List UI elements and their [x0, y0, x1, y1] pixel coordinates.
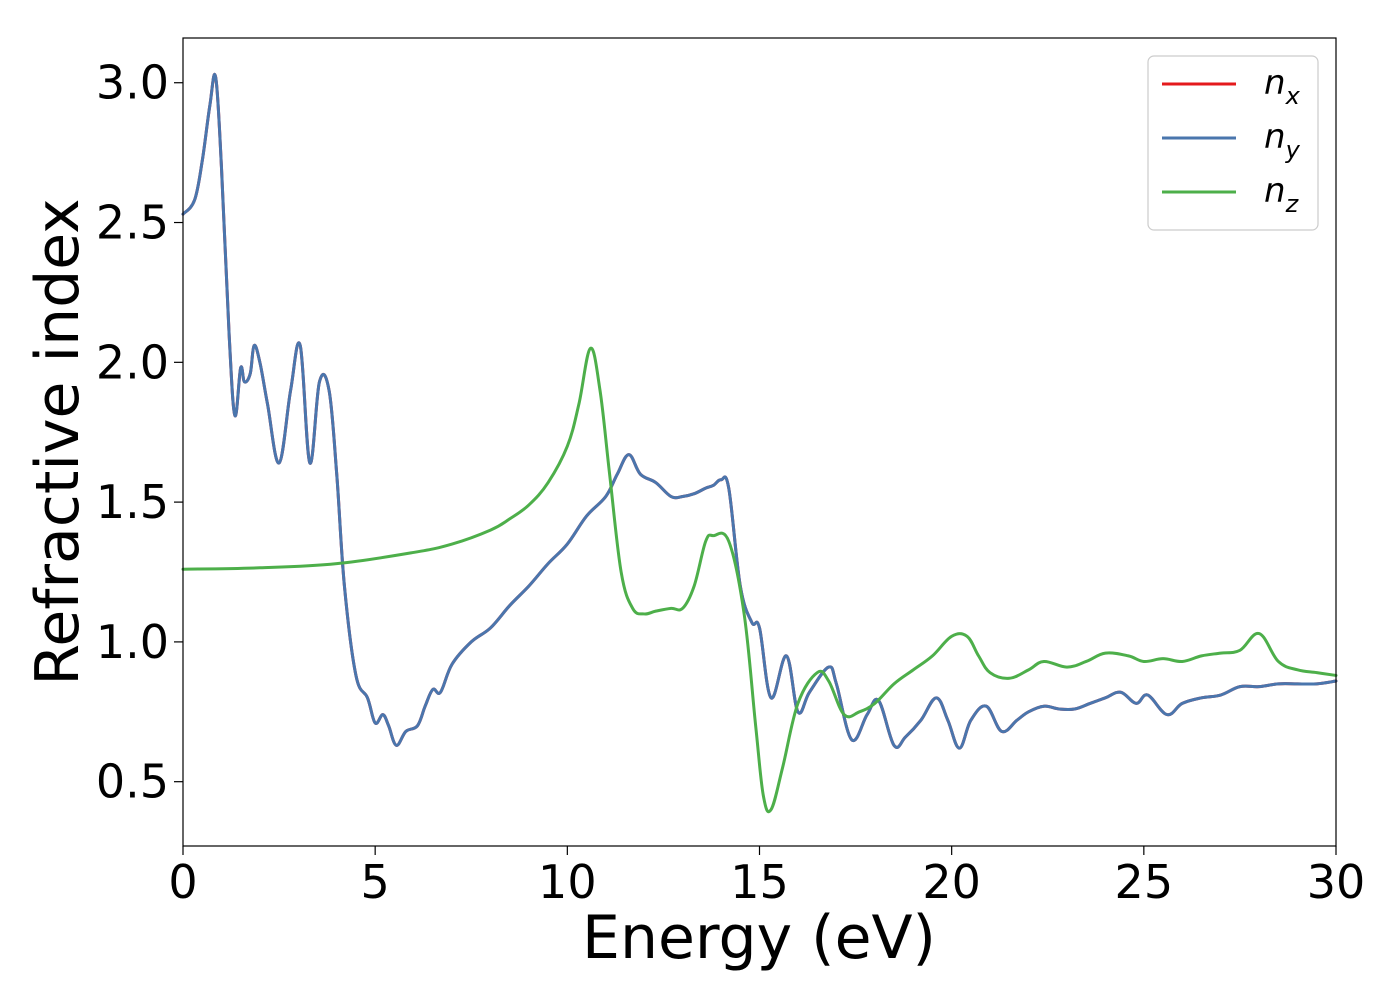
y-tick-label: 3.0	[96, 56, 169, 110]
legend-label-nz: nz	[1264, 171, 1300, 218]
y-tick-label: 0.5	[96, 755, 169, 809]
y-tick-label: 1.5	[96, 475, 169, 529]
legend-box	[1147, 55, 1319, 231]
x-tick-label: 5	[361, 855, 390, 909]
plot-area	[183, 38, 1336, 846]
y-axis: 0.5 1.0 1.5 2.0 2.5 3.0	[96, 56, 183, 809]
legend-label-ny: ny	[1264, 117, 1301, 164]
y-tick-label: 2.5	[96, 196, 169, 250]
series-line-nz	[181, 346, 1338, 814]
x-tick-label: 30	[1307, 855, 1366, 909]
series-layer	[181, 73, 1338, 814]
x-tick-label: 10	[538, 855, 597, 909]
y-tick-label: 2.0	[96, 335, 169, 389]
x-tick-label: 20	[922, 855, 981, 909]
x-tick-label: 0	[168, 855, 197, 909]
y-tick-label: 1.0	[96, 615, 169, 669]
x-tick-label: 15	[730, 855, 789, 909]
x-tick-label: 25	[1115, 855, 1174, 909]
legend-label-nx: nx	[1264, 63, 1301, 110]
x-axis: 0 5 10 15 20 25 30	[168, 846, 1365, 909]
legend: nx ny nz	[1147, 55, 1319, 231]
x-axis-title: Energy (eV)	[582, 903, 936, 973]
series-line-ny	[181, 73, 1338, 750]
y-axis-title: Refractive index	[23, 198, 93, 685]
